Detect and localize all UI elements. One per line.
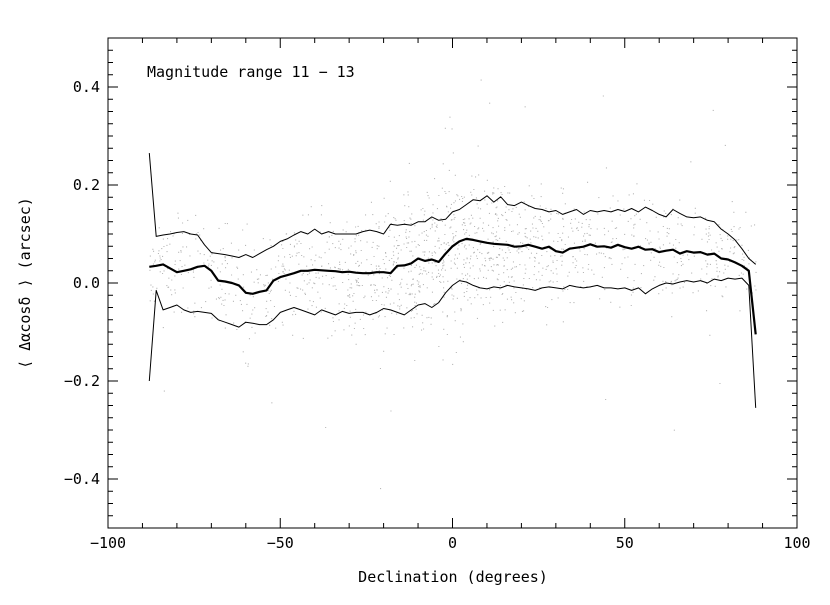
x-tick-label: 50 [616, 534, 634, 552]
y-tick-label: −0.2 [64, 372, 100, 390]
magnitude-range-annotation: Magnitude range 11 − 13 [147, 63, 355, 81]
axis-ticks [107, 37, 798, 529]
scatter-point-cloud [149, 79, 757, 490]
series-lines [148, 153, 757, 408]
x-tick-label: −100 [90, 534, 126, 552]
tick-labels: −100 −50 0 50 100 −0.4 −0.2 0.0 0.2 0.4 [64, 78, 811, 552]
upper-dispersion-line [148, 153, 757, 265]
lower-dispersion-line [148, 277, 757, 408]
y-tick-label: 0.2 [73, 176, 100, 194]
scatter-points [149, 79, 757, 490]
plot-frame [107, 37, 798, 529]
x-axis-title: Declination (degrees) [358, 568, 548, 586]
x-tick-label: 100 [783, 534, 810, 552]
y-tick-label: 0.4 [73, 78, 100, 96]
x-tick-label: 0 [448, 534, 457, 552]
y-axis-title: ⟨ Δαcosδ ⟩ (arcsec) [16, 197, 34, 369]
y-tick-label: −0.4 [64, 470, 100, 488]
mean-offset-line [149, 237, 757, 335]
y-tick-label: 0.0 [73, 274, 100, 292]
x-tick-label: −50 [267, 534, 294, 552]
